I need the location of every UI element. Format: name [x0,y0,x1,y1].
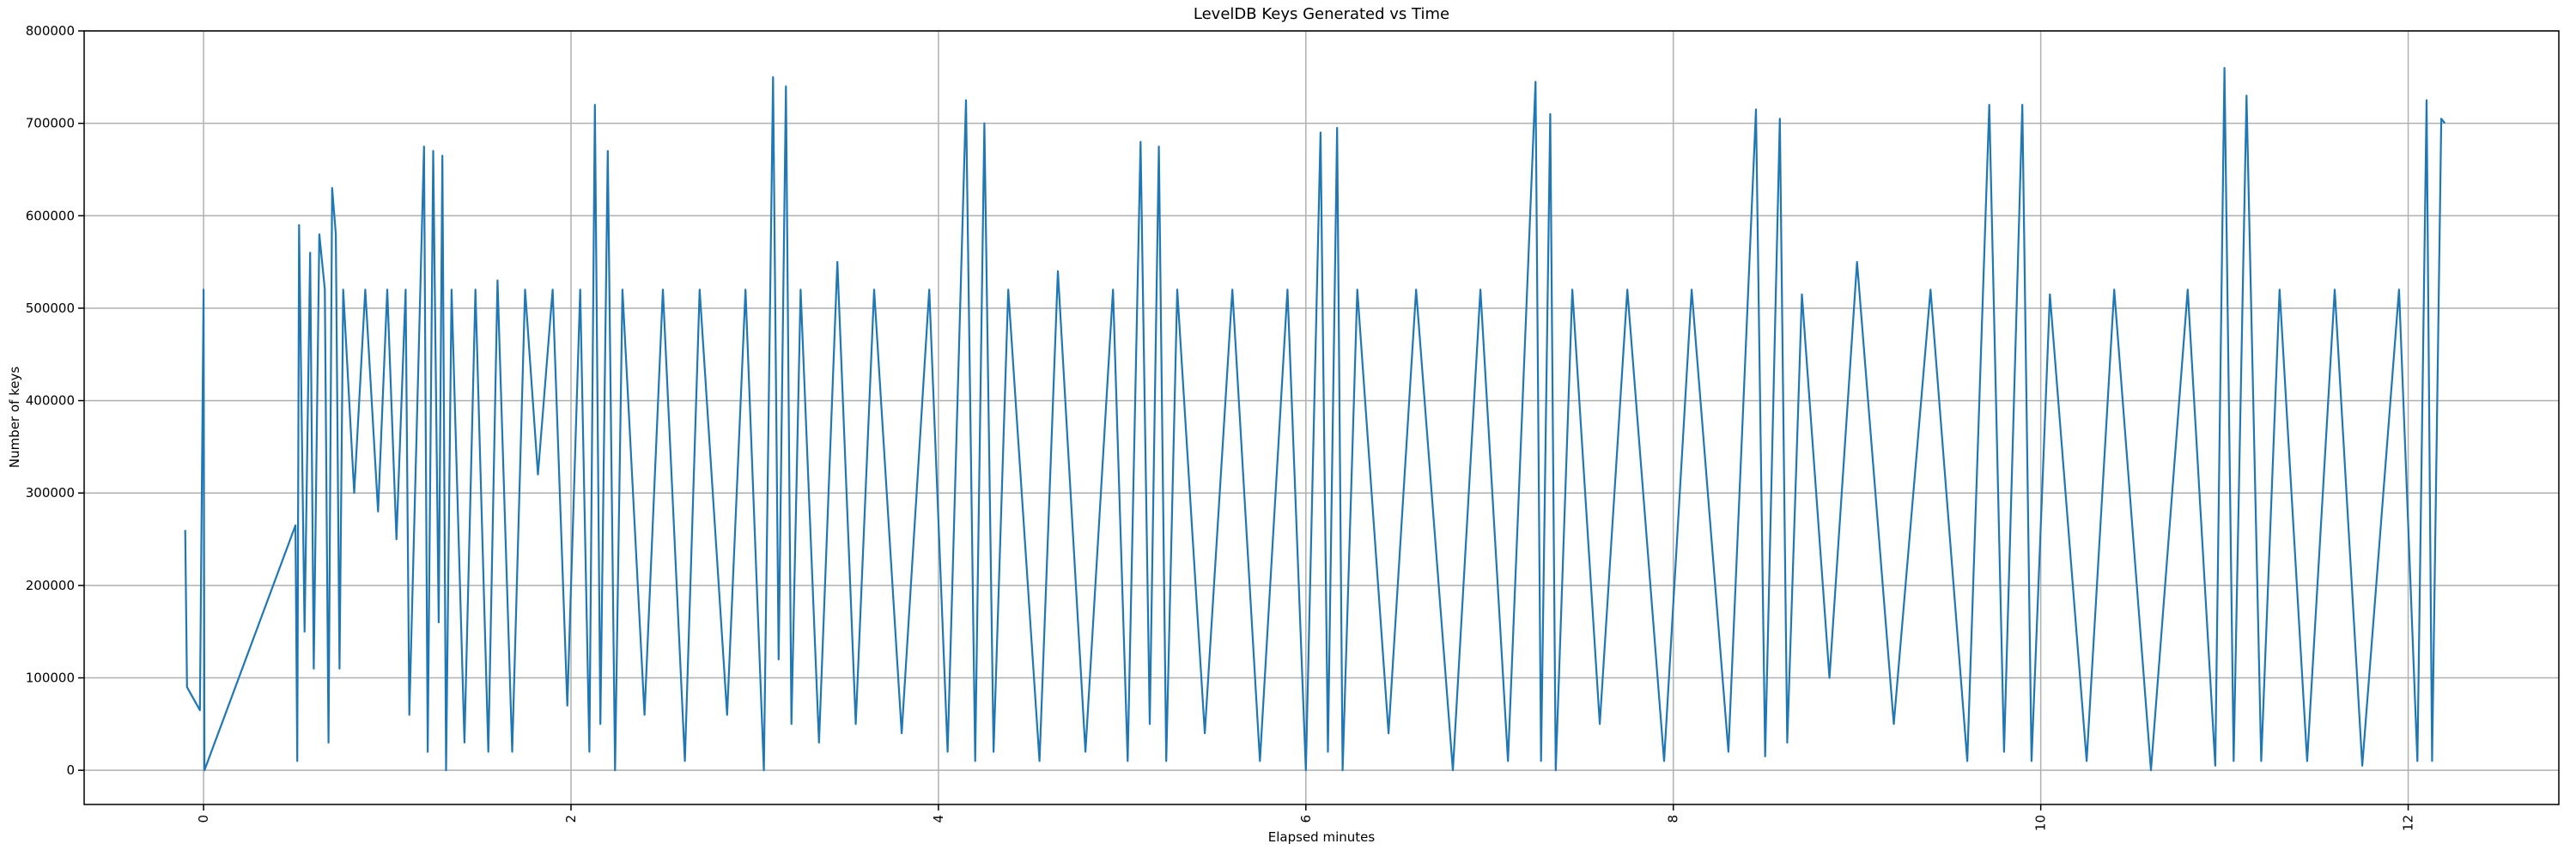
y-tick-label: 100000 [26,671,75,686]
x-tick-label: 2 [563,815,579,823]
y-tick-label: 300000 [26,485,75,501]
y-tick-label: 500000 [26,300,75,316]
data-line [184,67,2446,772]
y-tick-label: 200000 [26,578,75,593]
y-tick-label: 800000 [26,23,75,39]
x-tick-label: 12 [2401,815,2416,831]
y-tick-label: 700000 [26,116,75,131]
x-tick-label: 4 [931,815,946,823]
x-axis-label: Elapsed minutes [1268,829,1376,845]
y-tick-label: 0 [66,762,75,778]
y-axis-label: Number of keys [7,367,22,469]
x-tick-label: 8 [1666,815,1681,823]
y-tick-label: 400000 [26,393,75,409]
x-tick-label: 0 [196,815,211,823]
chart-title: LevelDB Keys Generated vs Time [1194,5,1449,23]
x-tick-label: 10 [2033,815,2049,831]
y-tick-label: 600000 [26,208,75,223]
plot-frame [83,30,2560,805]
x-tick-label: 6 [1298,815,1314,823]
